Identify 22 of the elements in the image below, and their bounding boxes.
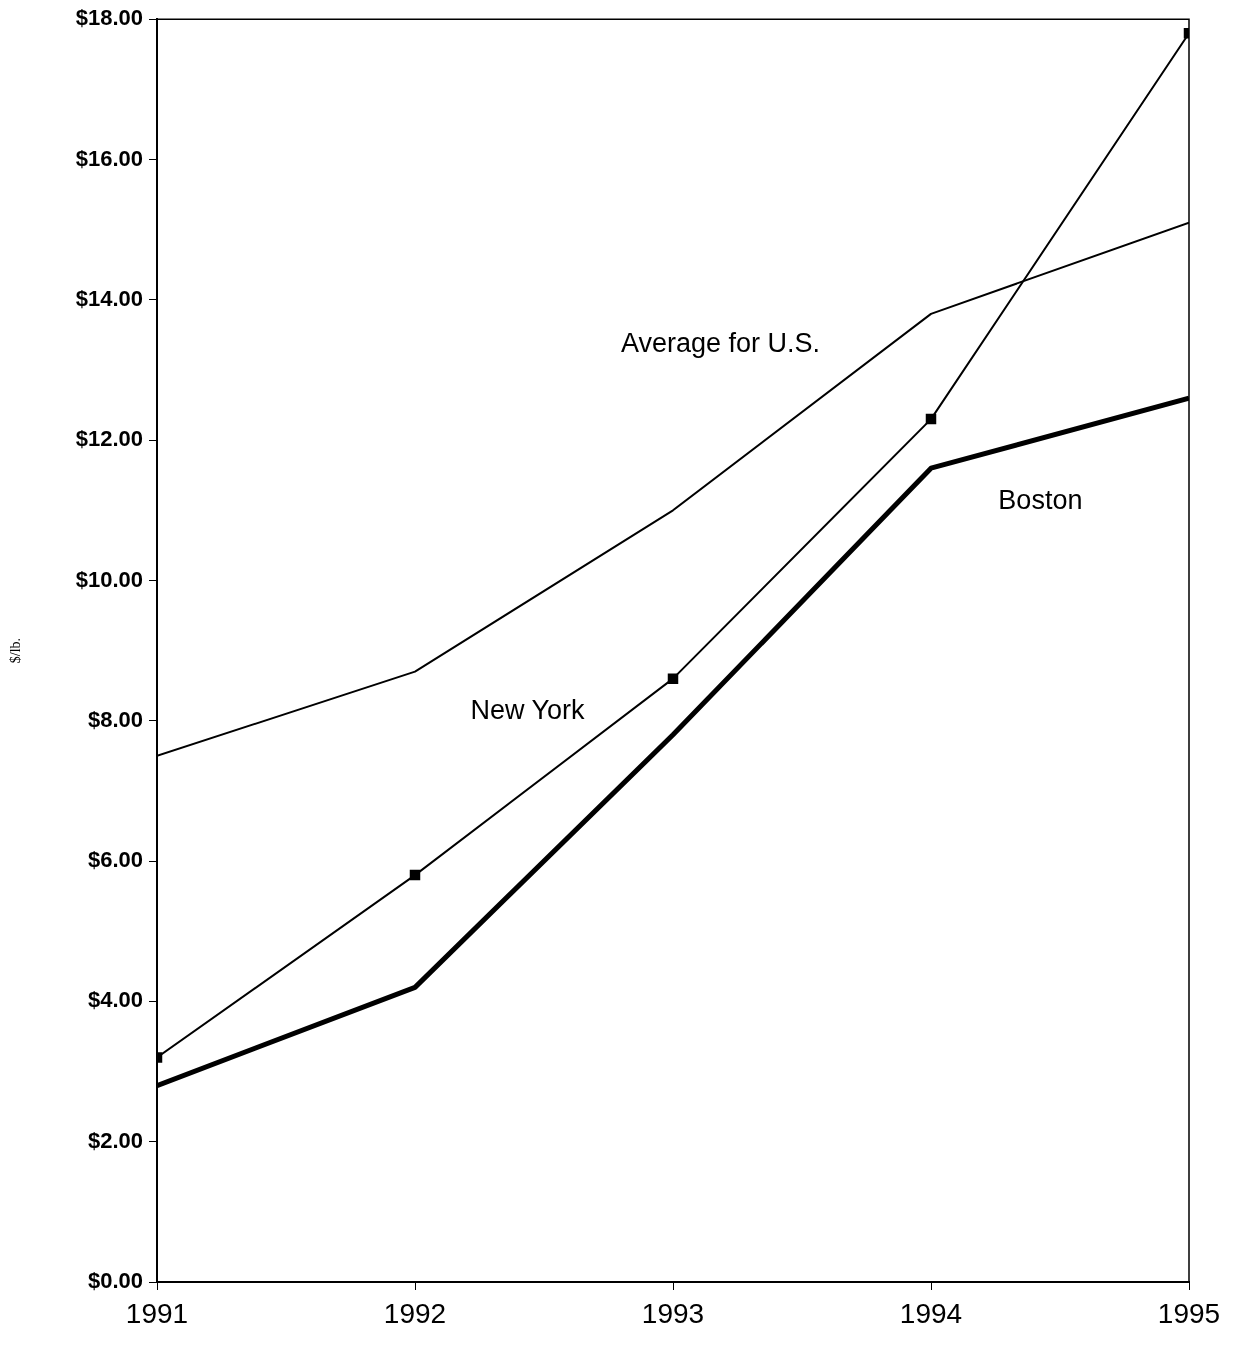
y-tick-label: $2.00: [87, 1127, 143, 1153]
y-axis-title: $/lb.: [8, 637, 24, 664]
y-tick-label: $6.00: [87, 847, 143, 873]
x-tick-label: 1994: [899, 1297, 963, 1329]
series-label: New York: [470, 694, 586, 725]
y-tick-label: $0.00: [87, 1268, 143, 1294]
y-tick-label: $14.00: [75, 285, 143, 311]
series-label: Boston: [998, 485, 1083, 516]
series-label: Average for U.S.: [620, 328, 821, 359]
y-tick-label: $12.00: [75, 426, 143, 452]
point: [667, 673, 679, 684]
y-tick-label: $16.00: [75, 145, 143, 171]
point: [409, 869, 421, 881]
y-tick-label: $10.00: [75, 566, 143, 592]
x-tick-label: 1993: [641, 1297, 705, 1329]
y-tick-label: $18.00: [75, 5, 143, 31]
x-tick-label: 1992: [383, 1297, 447, 1329]
y-tick-label: $4.00: [87, 987, 143, 1013]
point: [925, 413, 937, 425]
y-tick-label: $8.00: [87, 706, 143, 732]
x-tick-label: 1995: [1157, 1297, 1221, 1329]
x-tick-label: 1991: [125, 1297, 189, 1329]
